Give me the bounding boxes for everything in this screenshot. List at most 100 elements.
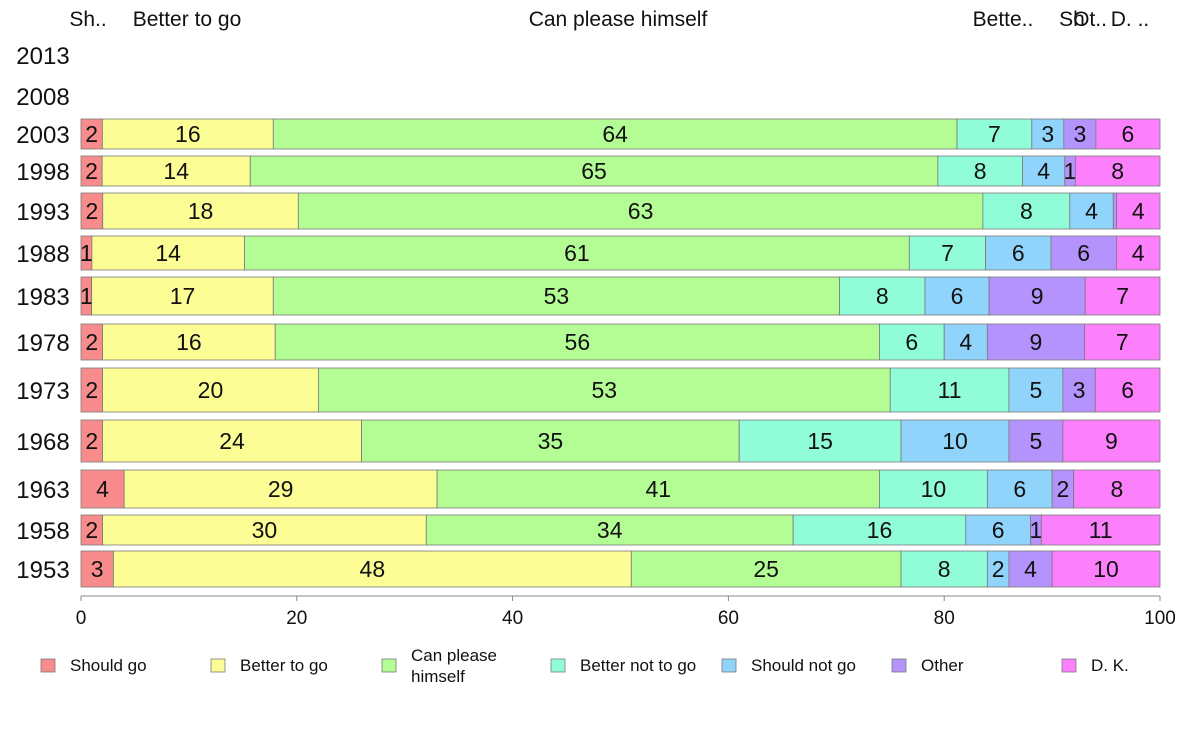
bar-segment-better-not-to-go-1963 [879, 469, 988, 509]
data-label-other-1998: 1 [1064, 158, 1077, 184]
year-label-1998: 1998 [16, 159, 69, 186]
column-label-d: D. .. [1111, 8, 1150, 31]
data-label-can-please-himself-1998: 65 [581, 158, 607, 184]
column-label-better-to-go: Better to go [133, 8, 242, 31]
data-label-d-k-1978: 7 [1116, 329, 1129, 355]
x-tick-label-60: 60 [718, 608, 739, 629]
bar-segment-can-please-himself-1993 [297, 192, 984, 230]
bar-segment-better-to-go-1998 [101, 155, 251, 187]
bar-segment-can-please-himself-1973 [317, 367, 891, 413]
year-label-1983: 1983 [16, 284, 69, 311]
bar-segment-can-please-himself-1958 [425, 514, 794, 546]
data-label-should-go-1968: 2 [85, 428, 98, 454]
data-label-d-k-1993: 4 [1132, 198, 1145, 224]
data-label-better-to-go-1953: 48 [360, 556, 386, 582]
bar-segment-should-go-1953 [80, 550, 114, 588]
legend-swatch-other [891, 658, 907, 673]
bar-segment-better-to-go-1993 [102, 192, 299, 230]
x-tick-label-80: 80 [934, 608, 955, 629]
column-label-ot: Ot.. [1073, 8, 1107, 31]
year-label-1968: 1968 [16, 429, 69, 456]
data-label-d-k-1958: 11 [1089, 517, 1113, 543]
data-label-better-not-to-go-2003: 7 [988, 121, 1001, 147]
bar-segment-should-not-go-1958 [965, 514, 1031, 546]
bar-segment-d-k-1953 [1051, 550, 1161, 588]
data-label-can-please-himself-1978: 56 [565, 329, 591, 355]
column-label-can-please-himself: Can please himself [529, 8, 708, 31]
bar-segment-better-not-to-go-1958 [792, 514, 967, 546]
data-label-d-k-1973: 6 [1121, 377, 1134, 403]
data-label-can-please-himself-1973: 53 [592, 377, 618, 403]
bar-segment-other-1968 [1008, 419, 1064, 463]
data-label-d-k-1998: 8 [1111, 158, 1124, 184]
data-label-better-not-to-go-1988: 7 [941, 240, 954, 266]
data-label-other-1968: 5 [1030, 428, 1043, 454]
data-label-better-not-to-go-1993: 8 [1020, 198, 1033, 224]
data-label-d-k-1983: 7 [1116, 283, 1129, 309]
bar-segment-should-not-go-1998 [1022, 155, 1066, 187]
data-label-d-k-1968: 9 [1105, 428, 1118, 454]
data-label-can-please-himself-1988: 61 [564, 240, 590, 266]
data-label-better-to-go-1998: 14 [163, 158, 189, 184]
bar-segment-other-1983 [988, 276, 1086, 316]
data-label-should-go-1973: 2 [85, 377, 98, 403]
year-label-1958: 1958 [16, 518, 69, 545]
bar-segment-d-k-1988 [1116, 235, 1161, 271]
column-label-sh: Sh [1059, 8, 1085, 31]
bar-segment-better-not-to-go-1978 [879, 323, 945, 361]
data-label-should-not-go-1983: 6 [951, 283, 964, 309]
bar-segment-d-k-2003 [1095, 118, 1161, 150]
legend-swatch-better-not-to-go [550, 658, 566, 673]
bar-segment-better-to-go-1953 [112, 550, 632, 588]
year-label-1993: 1993 [16, 199, 69, 226]
bar-segment-d-k-1963 [1073, 469, 1161, 509]
legend-swatch-can-please-himself [381, 658, 397, 673]
data-label-better-to-go-1988: 14 [155, 240, 181, 266]
data-label-should-go-1988: 1 [80, 240, 93, 266]
data-label-should-not-go-1968: 10 [942, 428, 968, 454]
x-tick-label-40: 40 [502, 608, 523, 629]
data-label-better-not-to-go-1983: 8 [876, 283, 889, 309]
bar-segment-should-not-go-1983 [924, 276, 990, 316]
data-label-better-to-go-1993: 18 [188, 198, 214, 224]
bar-segment-better-to-go-1988 [91, 235, 245, 271]
data-label-should-not-go-2003: 3 [1041, 121, 1054, 147]
data-label-can-please-himself-1983: 53 [544, 283, 570, 309]
bar-segment-should-not-go-1963 [986, 469, 1053, 509]
legend-swatch-d-k [1061, 658, 1077, 673]
data-label-should-not-go-1993: 4 [1085, 198, 1098, 224]
data-label-should-go-1998: 2 [85, 158, 98, 184]
data-label-should-go-1993: 2 [85, 198, 98, 224]
data-label-better-to-go-1963: 29 [268, 476, 294, 502]
data-label-should-not-go-1998: 4 [1037, 158, 1050, 184]
data-label-can-please-himself-1993: 63 [628, 198, 654, 224]
bar-segment-d-k-1993 [1116, 192, 1161, 230]
bar-segment-d-k-1998 [1074, 155, 1161, 187]
bar-segment-can-please-himself-1953 [630, 550, 902, 588]
data-label-better-to-go-1968: 24 [219, 428, 245, 454]
legend-swatch-should-not-go [721, 658, 737, 673]
data-label-should-go-1953: 3 [91, 556, 104, 582]
bar-segment-should-not-go-1968 [900, 419, 1010, 463]
data-label-better-not-to-go-1958: 16 [867, 517, 893, 543]
x-tick-label-100: 100 [1144, 608, 1176, 629]
data-label-can-please-himself-1968: 35 [538, 428, 564, 454]
data-label-d-k-1988: 4 [1132, 240, 1145, 266]
year-label-1988: 1988 [16, 241, 69, 268]
data-label-should-not-go-1953: 2 [992, 556, 1005, 582]
legend-label-better-to-go: Better to go [240, 656, 328, 675]
bar-segment-d-k-1978 [1084, 323, 1161, 361]
data-label-can-please-himself-1958: 34 [597, 517, 623, 543]
data-label-other-1983: 9 [1031, 283, 1044, 309]
data-label-other-1978: 9 [1030, 329, 1043, 355]
data-label-can-please-himself-1963: 41 [645, 476, 671, 502]
bar-segment-better-to-go-1968 [102, 419, 362, 463]
year-label-1963: 1963 [16, 477, 69, 504]
data-label-better-not-to-go-1968: 15 [807, 428, 833, 454]
column-label-sh: Sh.. [69, 8, 106, 31]
data-label-other-1963: 2 [1056, 476, 1069, 502]
data-label-better-to-go-1973: 20 [198, 377, 224, 403]
data-label-should-not-go-1958: 6 [992, 517, 1005, 543]
bar-segment-d-k-1973 [1094, 367, 1161, 413]
